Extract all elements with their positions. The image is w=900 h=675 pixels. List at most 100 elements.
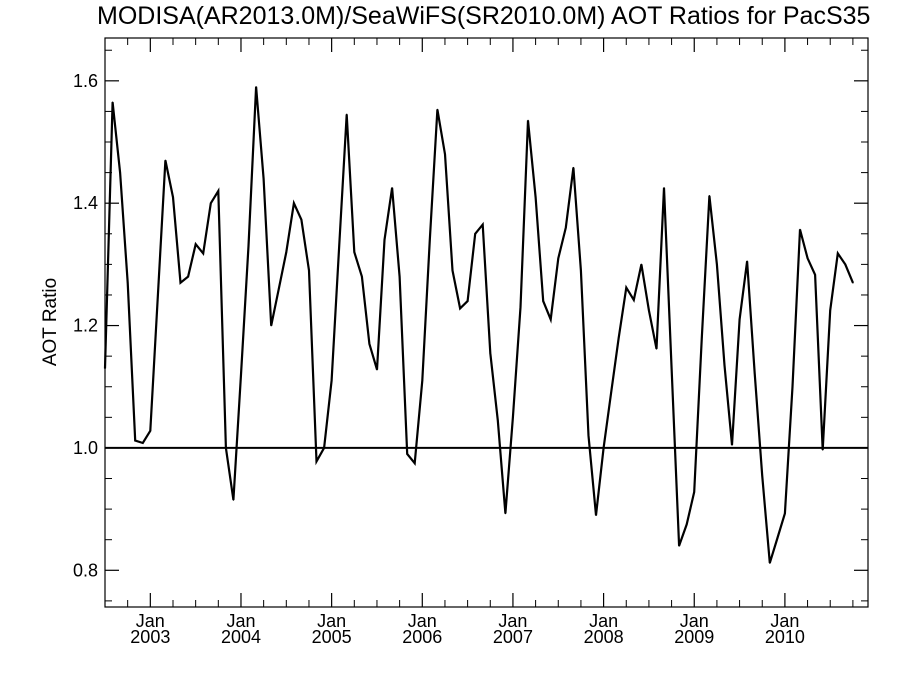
data-point <box>444 153 446 156</box>
x-tick-label-year: 2010 <box>765 627 805 647</box>
data-point <box>753 372 756 375</box>
data-point <box>784 512 786 515</box>
data-point <box>209 202 212 204</box>
x-tick-label-year: 2006 <box>402 627 442 647</box>
data-point <box>232 499 235 501</box>
data-point <box>519 306 522 309</box>
data-point <box>489 352 492 354</box>
data-point <box>217 190 220 192</box>
x-tick-label-month: Jan <box>770 611 799 631</box>
data-point <box>436 108 439 111</box>
x-tick-label-year: 2003 <box>130 627 170 647</box>
x-tick-label-year: 2009 <box>674 627 714 647</box>
data-point <box>565 226 567 229</box>
series-points <box>104 86 854 564</box>
data-point <box>821 448 824 451</box>
data-point <box>746 260 748 263</box>
data-point <box>580 269 582 272</box>
data-point <box>844 263 847 266</box>
data-point <box>617 336 620 339</box>
data-point <box>587 434 590 437</box>
data-point <box>353 251 356 253</box>
data-point <box>663 187 665 189</box>
data-point <box>345 113 348 116</box>
x-tick-label-month: Jan <box>408 611 437 631</box>
data-point <box>572 166 575 169</box>
chart-title: MODISA(AR2013.0M)/SeaWiFS(SR2010.0M) AOT… <box>97 2 870 30</box>
data-point <box>648 309 650 312</box>
x-tick-label-year: 2005 <box>312 627 352 647</box>
data-point <box>225 447 227 449</box>
data-point <box>134 439 137 442</box>
data-point <box>398 275 401 278</box>
data-point <box>466 300 469 302</box>
data-point <box>255 86 257 88</box>
data-point <box>738 318 741 321</box>
data-point <box>338 245 340 247</box>
x-tick-label-month: Jan <box>589 611 618 631</box>
data-point <box>300 218 303 221</box>
data-point <box>270 324 272 327</box>
data-point <box>602 447 605 449</box>
data-point <box>557 257 560 260</box>
x-tick-label-year: 2004 <box>221 627 261 647</box>
y-tick-label: 1.2 <box>73 316 98 336</box>
plot-frame <box>104 37 869 608</box>
data-point <box>836 252 839 255</box>
data-point <box>330 379 333 382</box>
data-point <box>187 275 189 278</box>
data-point <box>731 444 733 446</box>
data-point <box>610 392 612 394</box>
data-point <box>104 367 106 370</box>
data-point <box>799 228 801 231</box>
x-tick-label-month: Jan <box>680 611 709 631</box>
data-point <box>111 101 114 104</box>
data-point <box>164 159 167 162</box>
data-point <box>549 318 552 321</box>
y-tick-label: 1.4 <box>73 193 98 213</box>
data-point <box>655 348 658 350</box>
data-point <box>361 275 363 278</box>
data-point <box>293 202 295 204</box>
series-line-aot-ratio <box>103 86 854 564</box>
data-point <box>723 364 726 367</box>
x-tick-label-month: Jan <box>317 611 346 631</box>
x-tick-label-month: Jan <box>136 611 165 631</box>
data-point <box>429 239 431 241</box>
x-tick-label-year: 2008 <box>584 627 624 647</box>
data-point <box>277 288 280 290</box>
data-point <box>459 307 461 310</box>
y-tick-label: 0.8 <box>73 560 98 580</box>
data-point <box>497 419 499 422</box>
data-point <box>701 336 703 339</box>
data-point <box>716 263 718 266</box>
data-point <box>240 373 242 376</box>
data-point <box>527 119 529 122</box>
data-point <box>670 367 673 370</box>
x-tick-label-month: Jan <box>226 611 255 631</box>
data-point <box>172 196 174 198</box>
data-point <box>194 243 197 245</box>
data-point <box>474 232 476 235</box>
data-point <box>534 196 537 198</box>
data-point <box>376 368 378 371</box>
data-point <box>791 385 794 388</box>
data-point <box>678 545 680 547</box>
data-point <box>315 460 318 463</box>
data-point <box>806 257 809 260</box>
data-point <box>126 281 129 284</box>
data-point <box>149 429 152 432</box>
data-point <box>761 474 764 477</box>
data-point <box>685 523 688 526</box>
axis-ticks <box>104 38 868 607</box>
x-tick-label-year: 2007 <box>493 627 533 647</box>
data-point <box>157 294 159 296</box>
data-point <box>308 269 310 272</box>
data-point <box>368 343 371 345</box>
data-point <box>141 442 144 444</box>
data-point <box>633 299 635 301</box>
data-point <box>247 245 250 247</box>
data-point <box>708 195 711 197</box>
